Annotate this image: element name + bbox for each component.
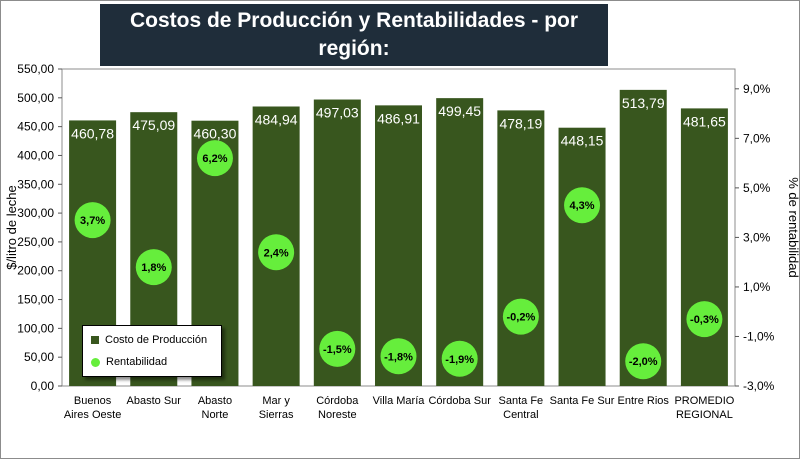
- profit-marker: [196, 140, 233, 177]
- profit-label: -1,9%: [445, 354, 474, 366]
- profit-marker: [502, 298, 539, 335]
- y2-tick-label: 9,0%: [743, 82, 771, 96]
- y-tick-label: 300,00: [17, 206, 54, 220]
- y-tick-label: 100,00: [17, 321, 54, 335]
- profit-marker: [686, 301, 723, 338]
- legend-item-cost: Costo de Producción: [91, 333, 207, 347]
- y-axis-title: $/litro de leche: [4, 185, 19, 270]
- category-label: Sierras: [259, 409, 294, 421]
- category-label: Central: [503, 409, 538, 421]
- profit-label: -1,8%: [384, 351, 413, 363]
- y-tick-label: 150,00: [17, 293, 54, 307]
- profit-marker: [258, 234, 295, 271]
- y2-axis-title: % de rentabilidad: [786, 177, 800, 277]
- category-label: Abasto Sur: [127, 395, 182, 407]
- profit-label: -0,3%: [690, 314, 719, 326]
- bar-value-label: 475,09: [132, 117, 175, 133]
- category-label: Mar y: [262, 395, 290, 407]
- bar-value-label: 486,91: [377, 110, 420, 126]
- legend-item-profit: Rentabilidad: [91, 355, 167, 369]
- category-label: PROMEDIO: [674, 395, 734, 407]
- category-label: Aires Oeste: [64, 409, 121, 421]
- bar-cost: [497, 110, 545, 386]
- profit-label: -1,5%: [323, 344, 352, 356]
- profit-marker: [135, 249, 172, 286]
- profit-marker: [74, 202, 111, 239]
- bar-value-label: 460,78: [71, 125, 114, 141]
- bar-value-label: 513,79: [622, 95, 665, 111]
- bar-value-label: 478,19: [499, 115, 542, 131]
- category-label: Buenos: [74, 395, 112, 407]
- y-tick-label: 200,00: [17, 264, 54, 278]
- profit-label: 2,4%: [264, 247, 289, 259]
- category-label: Noreste: [318, 409, 357, 421]
- category-label: Santa Fe: [499, 395, 544, 407]
- profit-marker: [625, 343, 662, 380]
- bar-value-label: 499,45: [438, 103, 481, 119]
- profit-label: 3,7%: [80, 215, 105, 227]
- category-label: Santa Fe Sur: [550, 395, 615, 407]
- y-tick-label: 400,00: [17, 148, 54, 162]
- y2-tick-label: -3,0%: [743, 379, 775, 393]
- bar-value-label: 484,94: [255, 111, 298, 127]
- profit-marker: [441, 340, 478, 377]
- legend-swatch-cost: [91, 336, 99, 344]
- chart-title-line1: Costos de Producción y Rentabilidades - …: [129, 9, 579, 60]
- y-tick-label: 550,00: [17, 62, 54, 76]
- category-label: Córdoba: [316, 395, 359, 407]
- bar-value-label: 481,65: [683, 113, 726, 129]
- y-tick-label: 450,00: [17, 120, 54, 134]
- category-label: Entre Rios: [618, 395, 670, 407]
- category-label: Norte: [202, 409, 229, 421]
- profit-marker: [564, 187, 601, 224]
- profit-label: -0,2%: [506, 312, 535, 324]
- y2-tick-label: 1,0%: [743, 280, 771, 294]
- legend-label-cost: Costo de Producción: [105, 334, 208, 346]
- profit-label: 6,2%: [202, 153, 227, 165]
- chart-legend: Costo de Producción Rentabilidad: [82, 325, 222, 377]
- legend-label-profit: Rentabilidad: [106, 356, 168, 368]
- y-tick-label: 350,00: [17, 177, 54, 191]
- y-tick-label: 0,00: [31, 379, 55, 393]
- bar-cost: [680, 108, 728, 386]
- category-label: Villa María: [373, 395, 426, 407]
- y2-tick-label: 7,0%: [743, 131, 771, 145]
- category-label: Córdoba Sur: [428, 395, 491, 407]
- profit-label: 4,3%: [570, 200, 595, 212]
- bar-cost: [619, 89, 667, 387]
- profit-label: -2,0%: [629, 356, 658, 368]
- y-tick-label: 250,00: [17, 235, 54, 249]
- y2-tick-label: 3,0%: [743, 230, 771, 244]
- bar-cost: [558, 127, 606, 386]
- category-label: REGIONAL: [676, 409, 733, 421]
- profit-marker: [380, 338, 417, 375]
- y2-tick-label: 5,0%: [743, 181, 771, 195]
- profit-marker: [319, 330, 356, 367]
- y2-tick-label: -1,0%: [743, 329, 775, 343]
- y-tick-label: 50,00: [24, 350, 54, 364]
- profit-label: 1,8%: [141, 262, 166, 274]
- bar-value-label: 460,30: [194, 126, 237, 142]
- legend-swatch-profit: [91, 357, 100, 367]
- category-label: Abasto: [198, 395, 232, 407]
- bar-value-label: 448,15: [561, 133, 604, 149]
- y-tick-label: 500,00: [17, 91, 54, 105]
- bar-value-label: 497,03: [316, 105, 359, 121]
- bar-cost: [436, 98, 484, 386]
